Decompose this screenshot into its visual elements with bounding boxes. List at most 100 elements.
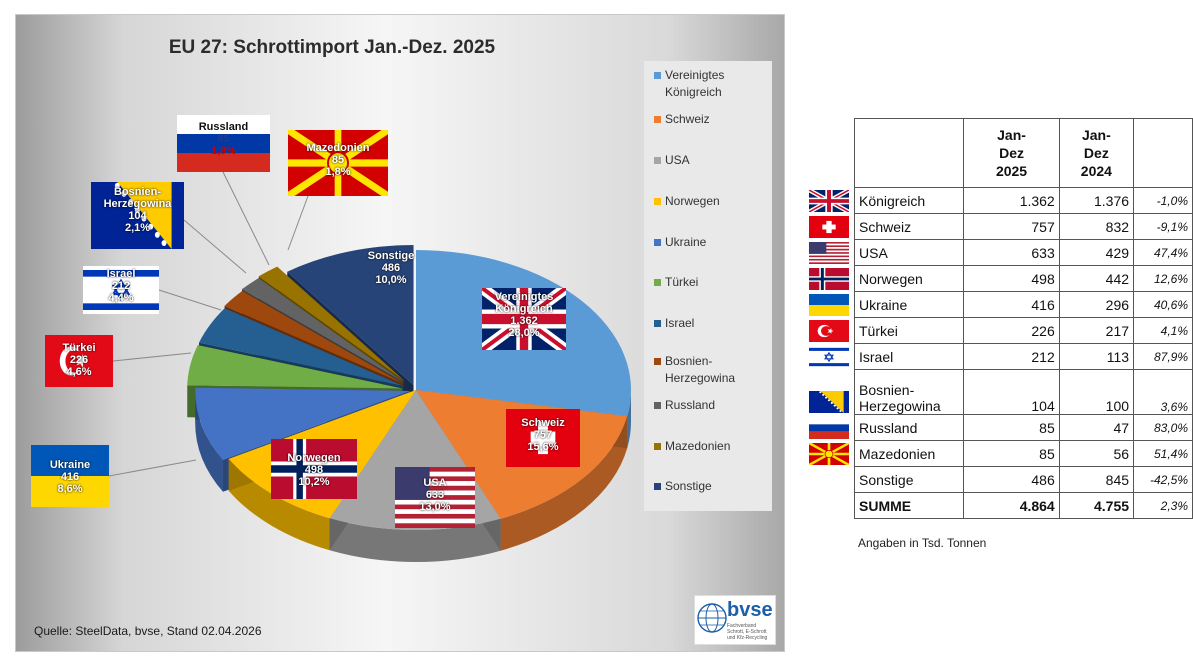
slice-label-ru-line: 1,8% [210,145,237,157]
tr-flag-icon [45,335,113,387]
legend-label: Vereinigtes [665,68,725,82]
bvse-logo: bvse Fachverband Schrott, E-Schrott und … [694,595,776,645]
pie-slice-4 [195,387,411,460]
legend-swatch [654,116,661,123]
pie-wall-4 [195,390,223,492]
ch-flag-icon [506,409,580,467]
slice-label-no-line: 498 [304,464,324,476]
table-row: Schweiz 757 832 -9,1% [853,213,1193,240]
slice-label-ba-line: Herzegowina [103,198,172,210]
cell-v2024: 845 [1058,466,1135,493]
cell-v2025: 498 [963,265,1060,292]
chart-panel: EU 27: Schrottimport Jan.-Dez. 2025 Vere… [15,14,785,652]
ua-flag-icon [31,445,109,507]
legend-item: Norwegen [654,193,766,210]
cell-v2024: 442 [1058,265,1135,292]
slice-label-so-line: Sonstige [367,250,415,262]
legend-item: Ukraine [654,234,766,251]
cell-v2025: 226 [963,317,1060,344]
no-table-flag-icon [809,267,849,290]
slice-label-ua-line: 416 [60,471,80,483]
legend-item: Schweiz [654,111,766,128]
legend-label: Russland [665,398,716,412]
il-table-flag-icon [809,345,849,368]
cell-name: Königreich [853,187,965,214]
il-flag-icon [83,266,159,314]
leader-line-3 [183,219,247,274]
slice-label-us-line: 13,0% [419,501,451,513]
cell-change: -42,5% [1133,466,1193,493]
legend-label: Mazedonien [665,439,731,453]
legend-swatch [654,358,661,365]
table-row: Bosnien- Herzegowina 104 100 3,6% [853,369,1193,415]
cell-name: Sonstige [853,466,965,493]
cell-v2025: 486 [963,466,1060,493]
cell-v2025: 416 [963,291,1060,318]
header-change [1133,118,1193,188]
header-country [853,118,965,188]
pie-slice-6 [198,308,404,387]
ba-table-flag-icon [809,390,849,413]
table-body: Königreich 1.362 1.376 -1,0% Schweiz 757 832 -9… [853,187,1193,519]
slice-label-so-line: 10,0% [375,274,407,286]
slice-label-so: Sonstige 486 10,0% [356,250,426,310]
slice-label-mk-line: 1,8% [325,166,351,178]
cell-name: USA [853,239,965,266]
tr-table-flag-icon [809,319,849,342]
slice-label-ru-line: 85 [217,133,230,145]
legend-item: Israel [654,315,766,332]
table-row: Königreich 1.362 1.376 -1,0% [853,187,1193,214]
legend-item: USA [654,152,766,169]
table-row: Israel 212 113 87,9% [853,343,1193,370]
legend-label: Bosnien- [665,354,713,368]
leader-line-2 [158,289,222,311]
slice-label-ba-line: Bosnien- [113,186,162,198]
slice-label-us-line: 633 [425,489,445,501]
slice-label-uk-line: 28,0% [508,327,540,339]
legend-item: Russland [654,397,766,414]
slice-label-ua-line: 8,6% [57,483,83,495]
pie-wall-1 [500,416,628,551]
cell-name: Israel [853,343,965,370]
legend-swatch [654,483,661,490]
slice-label-tr-line: Türkei [62,342,96,354]
pie-slice-10 [287,245,414,386]
slice-label-il-line: 4,4% [108,292,134,304]
ch-table-flag-icon [809,215,849,238]
cell-v2025: 104 [963,369,1060,415]
legend-item: Vereinigtes Königreich [654,67,766,101]
cell-v2024: 113 [1058,343,1135,370]
pie-slice-5 [187,345,403,389]
slice-label-us-line: USA [423,477,447,489]
cell-change: 51,4% [1133,440,1193,467]
slice-label-ru-line: Russland [198,121,249,133]
cell-name: Bosnien- Herzegowina [853,369,965,415]
cell-v2025: 757 [963,213,1060,240]
cell-change: -1,0% [1133,187,1193,214]
legend-label: Sonstige [665,479,712,493]
slice-label-ch-line: 757 [533,429,553,441]
table-sum-row: SUMME 4.864 4.755 2,3% [853,492,1193,519]
slice-label-ba: Bosnien- Herzegowina 104 2,1% [91,182,184,249]
cell-name: Ukraine [853,291,965,318]
cell-v2025: 1.362 [963,187,1060,214]
us-table-flag-icon [809,241,849,264]
us-flag-icon [395,467,475,528]
slice-label-ua: Ukraine 416 8,6% [31,445,109,507]
globe-icon [697,603,727,633]
cell-change: 12,6% [1133,265,1193,292]
slice-label-no-line: Norwegen [287,452,341,464]
cell-v2024: 56 [1058,440,1135,467]
slice-label-ch: Schweiz 757 15,6% [506,409,580,467]
pie-wall-0 [627,390,631,449]
data-table: Jan- Dez 2025 Jan- Dez 2024 Königreich 1.362 1… [853,118,1193,519]
sum-name: SUMME [853,492,965,519]
cell-v2024: 47 [1058,414,1135,441]
legend-label: Schweiz [665,112,710,126]
slice-label-ua-line: Ukraine [49,459,91,471]
table-row: Türkei 226 217 4,1% [853,317,1193,344]
cell-change: 3,6% [1133,369,1193,415]
ru-table-flag-icon [809,416,849,439]
legend-label: Königreich [665,85,722,99]
leader-line-1 [112,352,192,362]
